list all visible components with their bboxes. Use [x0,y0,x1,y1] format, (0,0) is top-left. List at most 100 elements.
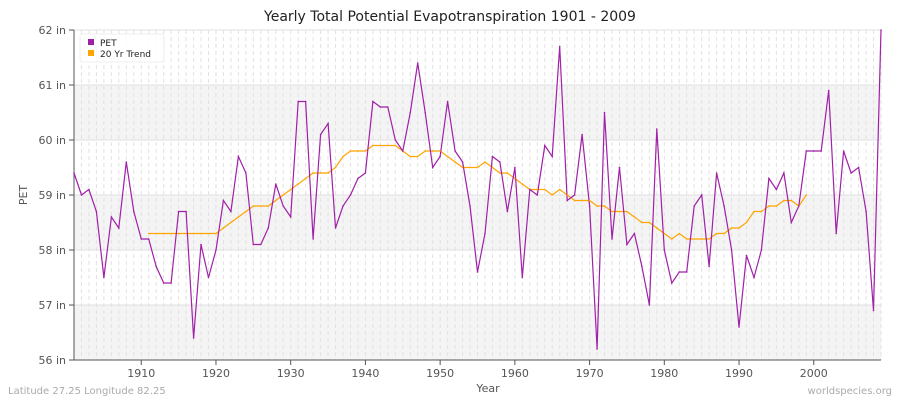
pet-point [603,111,606,114]
trend-point [185,232,187,235]
pet-point [827,89,830,92]
trend-point [372,144,374,147]
trend-point [297,183,299,185]
pet-point [693,205,695,207]
x-tick-label: 1960 [501,367,529,380]
pet-point [95,210,98,213]
pet-point [446,100,449,103]
trend-point [723,232,725,235]
pet-point [872,309,875,312]
trend-point [558,188,561,191]
pet-point [357,177,359,180]
trend-point [566,194,568,196]
trend-point [155,232,157,235]
pet-point [364,172,367,174]
pet-point [431,166,434,169]
x-tick-label: 1930 [277,367,305,380]
trend-point [222,227,225,229]
pet-point [558,45,561,48]
y-tick-label: 57 in [38,299,66,312]
pet-point [379,106,382,108]
trend-point [536,188,539,191]
legend-swatch-pet [88,39,94,45]
trend-point [783,199,785,202]
pet-point [551,155,554,158]
pet-point [670,282,673,284]
trend-point [364,150,367,152]
pet-point [663,249,666,251]
x-tick-label: 2000 [800,367,828,380]
pet-point [529,188,531,191]
trend-point [245,210,247,213]
trend-point [312,172,314,174]
trend-point [596,205,598,207]
pet-point [768,177,770,180]
trend-point [506,172,509,174]
trend-point [663,232,666,235]
trend-point [349,150,352,152]
pet-point [222,199,225,202]
trend-point [476,166,479,169]
y-tick-label: 56 in [38,354,66,367]
trend-point [461,166,464,169]
pet-point [790,221,793,224]
y-axis-label: PET [17,185,30,206]
pet-point [342,205,344,207]
pet-point [469,205,471,207]
pet-point [245,172,247,174]
pet-point [312,238,314,240]
trend-point [327,172,329,174]
trend-point [626,210,628,213]
pet-point [506,210,509,213]
pet-point [387,106,389,108]
trend-point [521,183,524,185]
pet-point [88,188,90,191]
pet-point [484,232,486,235]
trend-point [708,238,710,240]
pet-point [260,243,262,246]
pet-point [850,172,852,174]
pet-point [282,205,285,207]
trend-point [416,155,419,158]
pet-point [678,271,681,273]
trend-point [379,144,382,147]
trend-point [805,194,808,196]
trend-point [387,144,389,147]
x-tick-label: 1920 [202,367,230,380]
trend-point [484,161,486,163]
trend-point [357,150,359,152]
trend-point [289,188,292,191]
x-tick-label: 1940 [351,367,379,380]
pet-point [730,249,733,251]
pet-point [842,150,845,152]
pet-point [215,249,217,251]
pet-point [798,205,800,207]
pet-point [274,183,277,185]
pet-point [200,243,202,246]
trend-point [491,166,494,169]
pet-point [499,161,501,163]
trend-point [603,205,606,207]
pet-point [857,166,860,169]
trend-point [648,221,651,224]
pet-point [401,150,404,152]
legend-swatch-trend [88,50,94,56]
pet-point [820,150,823,152]
trend-point [409,155,412,158]
pet-point [865,210,867,213]
trend-point [394,144,397,147]
x-tick-label: 1950 [426,367,454,380]
pet-point [715,172,718,174]
trend-point [573,199,576,202]
pet-point [596,348,598,350]
pet-point [835,232,837,235]
pet-point [439,155,441,158]
legend-label-trend: 20 Yr Trend [100,50,151,60]
pet-point [237,155,240,158]
pet-point [118,227,120,229]
trend-point [192,232,195,235]
trend-point [319,172,322,174]
trend-point [611,210,613,213]
pet-point [297,100,299,103]
